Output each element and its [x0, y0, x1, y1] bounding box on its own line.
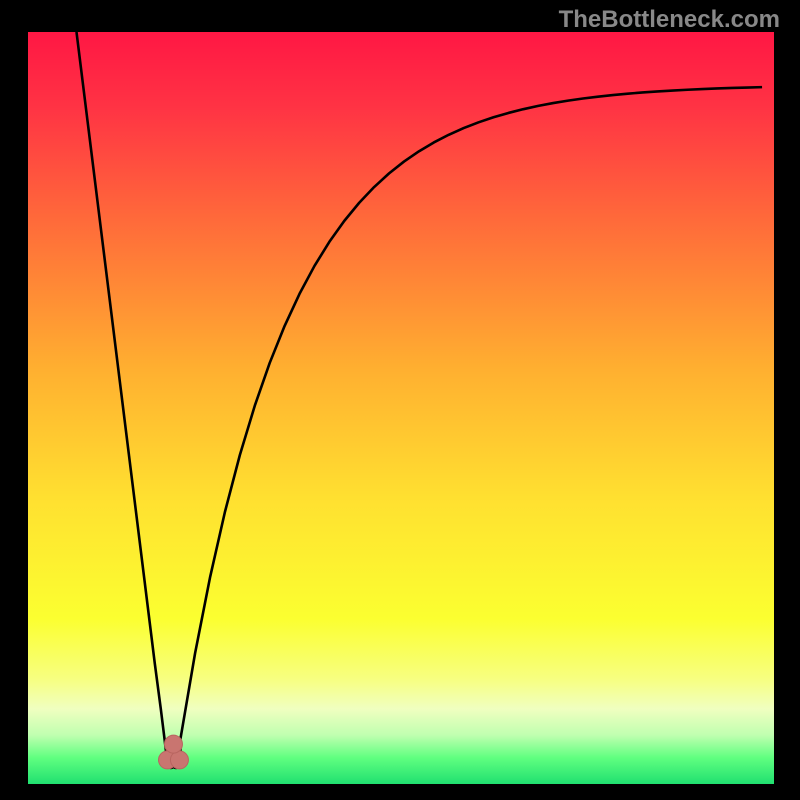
chart-container: TheBottleneck.com	[0, 0, 800, 800]
min-marker	[164, 735, 182, 753]
plot-area	[28, 32, 774, 784]
gradient-background	[28, 32, 774, 784]
chart-svg	[28, 32, 774, 784]
watermark-text: TheBottleneck.com	[559, 6, 780, 34]
